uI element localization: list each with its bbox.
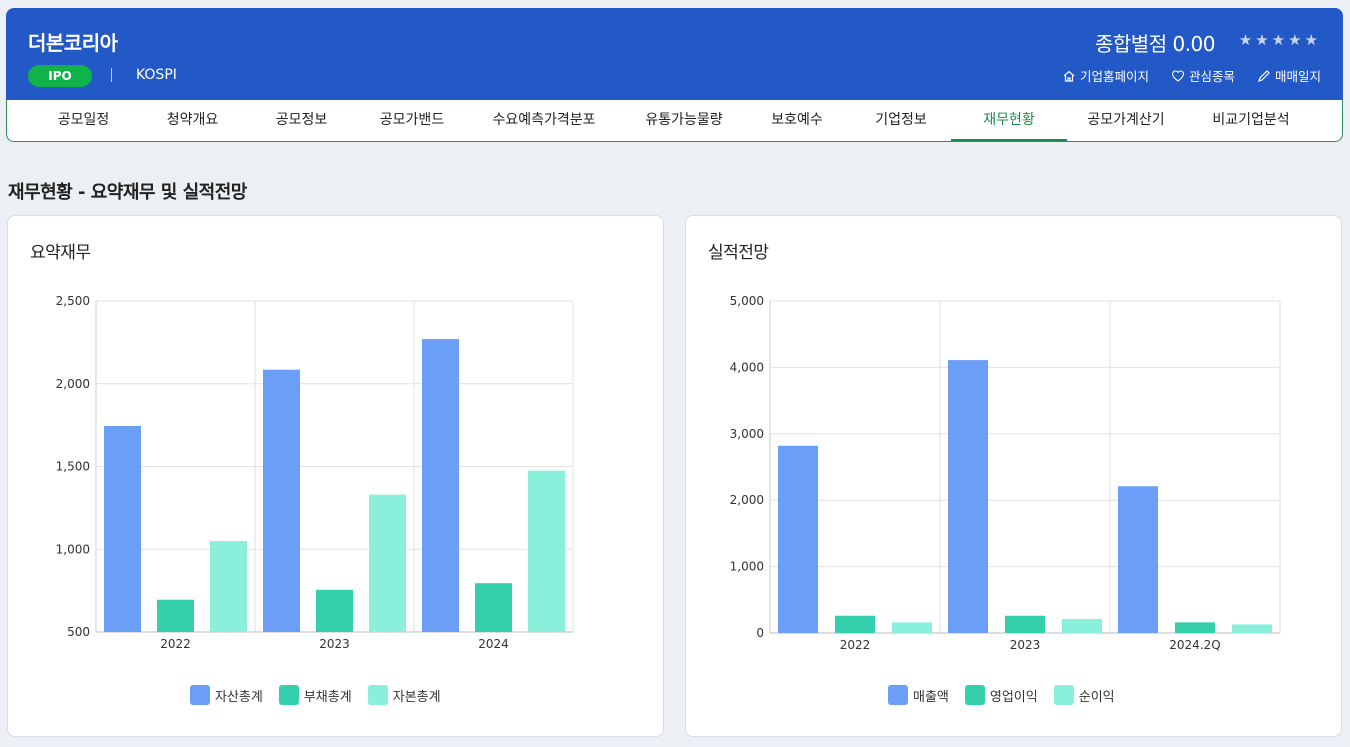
tab-demand-forecast[interactable]: 수요예측가격분포 — [492, 111, 596, 128]
header-links: 기업홈페이지 관심종목 매매일지 — [1062, 66, 1321, 85]
company-homepage-link[interactable]: 기업홈페이지 — [1062, 66, 1149, 85]
legend-swatch — [888, 685, 908, 705]
bar-3-2023 — [1062, 619, 1102, 633]
company-header: 더본코리아 IPO KOSPI 종합별점 0.00 ★★★★★ 기업홈페이지 관… — [6, 8, 1343, 100]
bar-2-2022 — [835, 615, 875, 633]
legend-item[interactable]: 부채총계 — [278, 685, 352, 705]
section-title: 재무현황 - 요약재무 및 실적전망 — [8, 182, 247, 203]
x-tick-label: 2023 — [1010, 638, 1041, 652]
tab-offering-info[interactable]: 공모정보 — [275, 111, 328, 128]
y-tick-label: 2,000 — [56, 377, 90, 391]
tab-tradable-shares[interactable]: 유통가능물량 — [645, 111, 723, 128]
bar-2-2024.2Q — [1175, 622, 1215, 633]
bar-1-2022 — [104, 425, 141, 632]
home-icon — [1063, 70, 1075, 82]
pencil-icon — [1258, 69, 1270, 82]
tab-price-band[interactable]: 공모가밴드 — [379, 111, 445, 128]
legend-label: 영업이익 — [989, 689, 1038, 705]
legend-swatch — [190, 685, 210, 705]
bar-3-2024 — [528, 470, 565, 632]
earnings-outlook-legend: 매출액 영업이익 순이익 — [888, 685, 1115, 705]
y-tick-label: 5,000 — [730, 294, 764, 308]
heart-icon — [1171, 69, 1185, 82]
legend-swatch — [964, 685, 985, 705]
company-homepage-label: 기업홈페이지 — [1079, 69, 1149, 84]
legend-item[interactable]: 순이익 — [1053, 685, 1115, 705]
market-label: KOSPI — [136, 67, 177, 83]
trade-journal-link[interactable]: 매매일지 — [1257, 66, 1321, 85]
tab-peer-comparison[interactable]: 비교기업분석 — [1212, 111, 1290, 128]
summary-financials-card: 요약재무 500 1,000 1,500 2,000 2,500 2022 2023 2024… — [7, 215, 664, 737]
summary-financials-title: 요약재무 — [30, 243, 91, 263]
legend-item[interactable]: 영업이익 — [964, 685, 1038, 705]
tab-price-calculator[interactable]: 공모가계산기 — [1087, 111, 1165, 128]
bar-3-2022 — [210, 540, 247, 632]
legend-label: 매출액 — [913, 689, 949, 705]
earnings-outlook-title: 실적전망 — [708, 243, 769, 263]
x-tick-label: 2022 — [840, 638, 871, 652]
legend-label: 자산총계 — [215, 689, 263, 705]
ipo-badge: IPO — [28, 65, 92, 87]
tab-subscription-overview[interactable]: 청약개요 — [166, 111, 219, 128]
y-tick-label: 3,000 — [730, 427, 764, 441]
legend-item[interactable]: 자본총계 — [367, 685, 441, 705]
legend-label: 부채총계 — [303, 689, 352, 705]
bar-3-2024.2Q — [1232, 624, 1272, 633]
legend-swatch — [278, 685, 299, 705]
y-tick-label: 2,500 — [56, 294, 90, 308]
bar-2-2024 — [475, 583, 512, 632]
y-tick-label: 500 — [67, 625, 90, 639]
bar-3-2022 — [892, 622, 932, 633]
bar-2-2022 — [157, 599, 194, 632]
earnings-outlook-card: 실적전망 0 1,000 2,000 3,000 4,000 5,000 2022 2023 2… — [685, 215, 1342, 737]
bar-1-2024.2Q — [1118, 486, 1158, 633]
rating-score: 종합별점 0.00 — [1095, 28, 1215, 57]
tab-ipo-schedule[interactable]: 공모일정 — [57, 111, 110, 128]
header-divider — [111, 68, 112, 82]
tab-financials[interactable]: 재무현황 — [951, 100, 1067, 142]
watchlist-link[interactable]: 관심종목 — [1171, 66, 1235, 85]
tab-company-info[interactable]: 기업정보 — [875, 111, 927, 128]
bar-1-2022 — [778, 445, 818, 633]
earnings-outlook-chart: 0 1,000 2,000 3,000 4,000 5,000 2022 2023 2024.2… — [730, 294, 1281, 652]
x-tick-label: 2024 — [478, 637, 509, 651]
rating-score-label: 종합별점 — [1095, 32, 1167, 56]
watchlist-label: 관심종목 — [1188, 69, 1235, 84]
x-tick-label: 2022 — [160, 637, 191, 651]
bar-2-2023 — [316, 589, 353, 632]
y-tick-label: 2,000 — [730, 493, 764, 507]
rating-stars[interactable]: ★★★★★ — [1238, 31, 1321, 49]
legend-item[interactable]: 매출액 — [888, 685, 949, 705]
bar-1-2024 — [422, 339, 459, 632]
rating-score-value: 0.00 — [1172, 32, 1215, 56]
company-name: 더본코리아 — [28, 31, 118, 55]
bar-1-2023 — [948, 360, 988, 633]
legend-label: 순이익 — [1078, 689, 1115, 705]
y-tick-label: 0 — [756, 626, 764, 640]
bar-1-2023 — [263, 369, 300, 632]
legend-label: 자본총계 — [392, 689, 441, 705]
y-tick-label: 1,000 — [56, 542, 90, 556]
legend-item[interactable]: 자산총계 — [190, 685, 263, 705]
summary-financials-chart: 500 1,000 1,500 2,000 2,500 2022 2023 2024 — [56, 294, 574, 651]
x-tick-label: 2024.2Q — [1169, 638, 1220, 652]
x-tick-label: 2023 — [319, 637, 350, 651]
tab-lockup[interactable]: 보호예수 — [771, 111, 823, 128]
legend-swatch — [1053, 685, 1074, 705]
bar-2-2023 — [1005, 615, 1045, 633]
y-tick-label: 1,500 — [56, 460, 90, 474]
legend-swatch — [367, 685, 388, 705]
trade-journal-label: 매매일지 — [1274, 69, 1321, 84]
y-tick-label: 1,000 — [730, 560, 764, 574]
y-tick-label: 4,000 — [730, 360, 764, 374]
bar-3-2023 — [369, 494, 406, 632]
section-tabs: 공모일정 청약개요 공모정보 공모가밴드 수요예측가격분포 유통가능물량 보호예… — [6, 100, 1343, 142]
summary-financials-legend: 자산총계 부채총계 자본총계 — [190, 685, 441, 705]
